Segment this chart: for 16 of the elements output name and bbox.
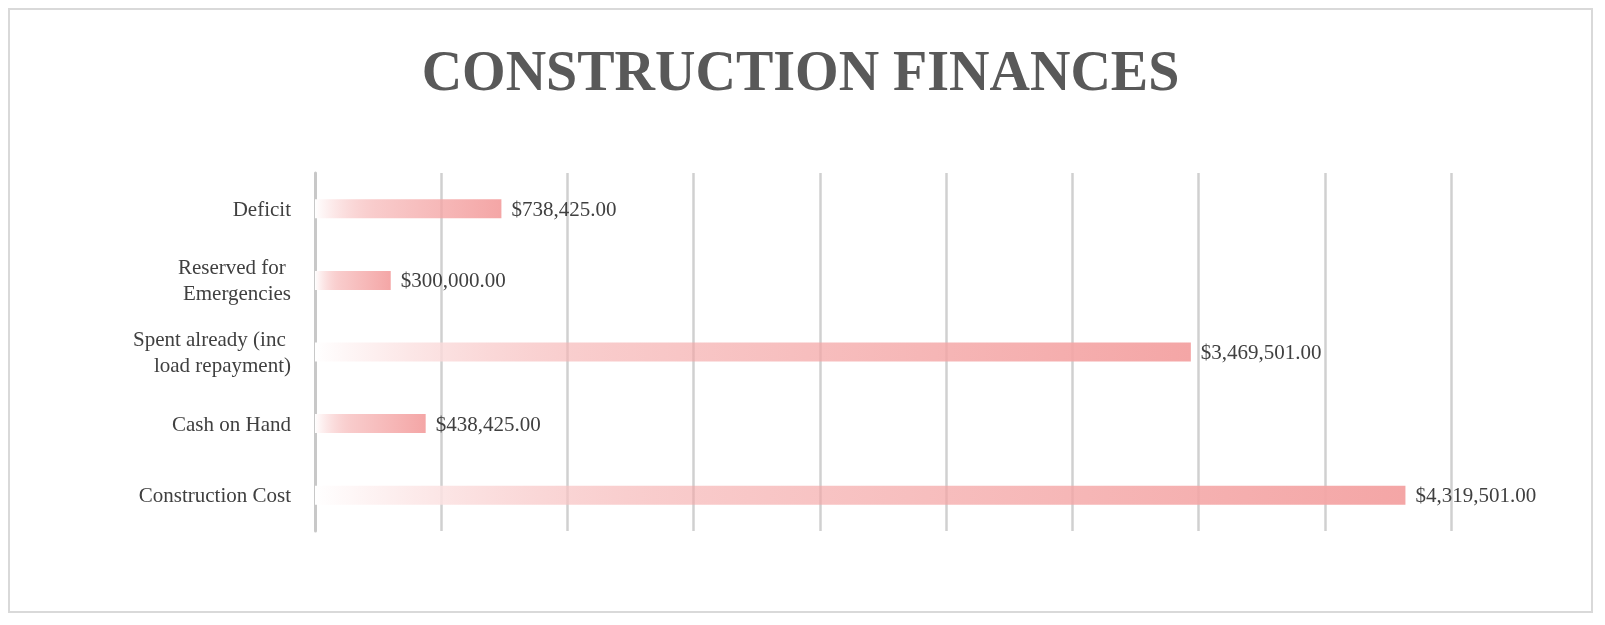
- bar: [315, 414, 426, 434]
- bar: [315, 199, 502, 219]
- y-tick-label: Construction Cost: [138, 483, 292, 508]
- data-label: $738,425.00: [511, 196, 617, 221]
- y-tick-label: Reserved for Emergencies: [177, 255, 291, 306]
- data-label: $4,319,501.00: [1415, 483, 1537, 508]
- bar: [315, 485, 1406, 505]
- bar: [315, 270, 391, 290]
- data-label: $3,469,501.00: [1200, 340, 1322, 364]
- chart-title: CONSTRUCTION FINANCES: [421, 40, 1180, 102]
- data-label: $438,425.00: [435, 411, 541, 436]
- y-tick-label: Deficit: [232, 196, 292, 221]
- y-tick-label: Spent already (inc load repayment): [132, 327, 291, 377]
- y-tick-label: Cash on Hand: [172, 411, 292, 436]
- data-label: $300,000.00: [400, 268, 506, 293]
- bar: [315, 342, 1191, 362]
